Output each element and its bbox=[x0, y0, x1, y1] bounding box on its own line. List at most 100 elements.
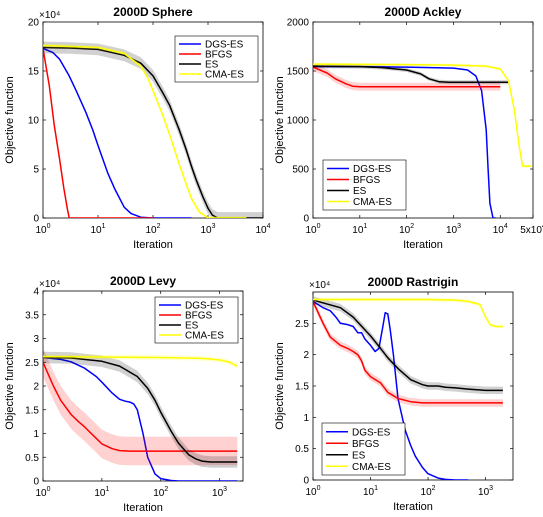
y-tick-label: 1500 bbox=[287, 67, 310, 78]
x-tick-label: 104 bbox=[255, 223, 270, 236]
series-line-cma-es bbox=[43, 44, 247, 218]
y-tick-label: 5 bbox=[33, 165, 39, 176]
x-tick-label: 100 bbox=[305, 223, 320, 236]
y-multiplier: ×10⁴ bbox=[39, 279, 60, 290]
legend-label: DGS-ES bbox=[353, 164, 392, 175]
series-line-bfgs bbox=[313, 301, 503, 404]
x-tick-label: 100 bbox=[35, 223, 50, 236]
series-line-bfgs bbox=[43, 48, 153, 218]
panel-ackley: 2000D Ackley 0 500 1000 1500 2000 100 101 102 103… bbox=[274, 5, 543, 251]
y-tick-label: 0 bbox=[303, 476, 309, 487]
legend-label: CMA-ES bbox=[353, 197, 392, 208]
x-axis-label: Iteration bbox=[403, 239, 443, 251]
x-tick-label: 103 bbox=[446, 223, 461, 236]
legend-label: DGS-ES bbox=[185, 301, 224, 312]
y-tick-label: 0 bbox=[33, 477, 39, 488]
y-tick-label: 2 bbox=[303, 350, 309, 361]
series-line-es bbox=[313, 65, 509, 84]
y-tick-label: 2.5 bbox=[295, 319, 309, 330]
y-multiplier: ×10⁴ bbox=[309, 280, 330, 291]
x-axis-label: Iteration bbox=[393, 501, 433, 513]
x-tick-label: 102 bbox=[145, 223, 160, 236]
legend-label: BFGS bbox=[353, 175, 381, 186]
series-line-dgs-es bbox=[313, 65, 496, 218]
series-line-bfgs bbox=[43, 361, 238, 452]
series-band-cma-es bbox=[313, 297, 503, 329]
y-tick-label: 4 bbox=[33, 287, 39, 298]
panel-rastrigin: 2000D Rastrigin ×10⁴ 0 0.5 1 1.5 2 2.5 100 101 102… bbox=[274, 275, 514, 513]
legend-label: CMA-ES bbox=[205, 70, 244, 81]
legend-label: ES bbox=[185, 321, 199, 332]
series-line-dgs-es bbox=[43, 356, 238, 481]
series-band-bfgs bbox=[313, 63, 501, 91]
y-tick-label: 2.5 bbox=[25, 358, 39, 369]
y-axis-label: Objective function bbox=[4, 342, 16, 429]
series-band-es bbox=[313, 296, 503, 395]
series-line-es bbox=[43, 46, 263, 218]
y-tick-label: 2000 bbox=[287, 18, 310, 29]
y-axis-label: Objective function bbox=[274, 342, 286, 429]
legend-label: BFGS bbox=[185, 311, 213, 322]
y-axis-label: Objective function bbox=[274, 76, 286, 163]
x-tick-label: 103 bbox=[200, 223, 215, 236]
chart-title: 2000D Rastrigin bbox=[368, 275, 459, 289]
y-tick-label: 2 bbox=[33, 382, 39, 393]
series-line-dgs-es bbox=[313, 300, 469, 480]
y-tick-label: 0 bbox=[33, 214, 39, 225]
series-band-bfgs bbox=[43, 348, 238, 466]
y-axis-label: Objective function bbox=[4, 76, 16, 163]
legend-label: CMA-ES bbox=[352, 462, 391, 473]
panel-levy: 2000D Levy ×10⁴ 0 0.5 1 1.5 2 2.5 3 3.5 4 100 101 102… bbox=[4, 274, 244, 514]
series-line-dgs-es bbox=[43, 47, 192, 218]
series-group bbox=[313, 296, 503, 480]
panel-sphere: 2000D Sphere ×10⁴ 0 5 10 15 20 100 101 102 103 104 I… bbox=[4, 5, 271, 251]
legend-label: ES bbox=[205, 60, 219, 71]
series-line-cma-es bbox=[313, 63, 531, 167]
y-tick-label: 3 bbox=[33, 334, 39, 345]
legend-label: ES bbox=[352, 450, 366, 461]
series-band-cma-es bbox=[313, 62, 531, 168]
y-tick-label: 20 bbox=[28, 18, 40, 29]
x-tick-label: 104 bbox=[493, 223, 508, 236]
y-tick-label: 1 bbox=[303, 413, 309, 424]
series-line-cma-es bbox=[43, 355, 238, 367]
x-axis-label: Iteration bbox=[123, 502, 163, 514]
series-group bbox=[313, 62, 531, 218]
y-tick-label: 15 bbox=[28, 67, 40, 78]
x-tick-label: 103 bbox=[212, 486, 227, 499]
y-tick-label: 10 bbox=[28, 116, 40, 127]
x-tick-label: 101 bbox=[94, 486, 109, 499]
legend-label: CMA-ES bbox=[185, 331, 224, 342]
x-tick-label: 103 bbox=[478, 485, 493, 498]
x-tick-label: 100 bbox=[35, 486, 50, 499]
y-tick-label: 1.5 bbox=[295, 382, 309, 393]
series-band-bfgs bbox=[313, 297, 503, 407]
x-tick-label: 100 bbox=[305, 485, 320, 498]
x-tick-label: 102 bbox=[421, 485, 436, 498]
x-tick-label: 5x104 bbox=[520, 223, 543, 236]
y-multiplier: ×10⁴ bbox=[39, 10, 60, 21]
y-tick-label: 500 bbox=[292, 165, 309, 176]
x-tick-label: 101 bbox=[90, 223, 105, 236]
series-band-es bbox=[43, 351, 238, 468]
y-tick-label: 0 bbox=[303, 214, 309, 225]
series-line-es bbox=[43, 356, 238, 463]
legend-label: DGS-ES bbox=[205, 40, 244, 51]
x-axis-label: Iteration bbox=[133, 239, 173, 251]
chart-title: 2000D Sphere bbox=[113, 5, 193, 19]
x-tick-label: 102 bbox=[153, 486, 168, 499]
chart-title: 2000D Ackley bbox=[385, 5, 462, 19]
legend-label: BFGS bbox=[205, 50, 233, 61]
y-tick-label: 1000 bbox=[287, 116, 310, 127]
x-tick-label: 101 bbox=[352, 223, 367, 236]
legend-label: BFGS bbox=[352, 439, 380, 450]
series-group bbox=[43, 41, 263, 218]
chart-title: 2000D Levy bbox=[110, 274, 176, 288]
series-line-es bbox=[313, 299, 503, 392]
series-line-bfgs bbox=[313, 66, 501, 88]
y-tick-label: 0.5 bbox=[25, 453, 39, 464]
y-tick-label: 1.5 bbox=[25, 405, 39, 416]
y-tick-label: 1 bbox=[33, 429, 39, 440]
legend-label: DGS-ES bbox=[352, 427, 391, 438]
